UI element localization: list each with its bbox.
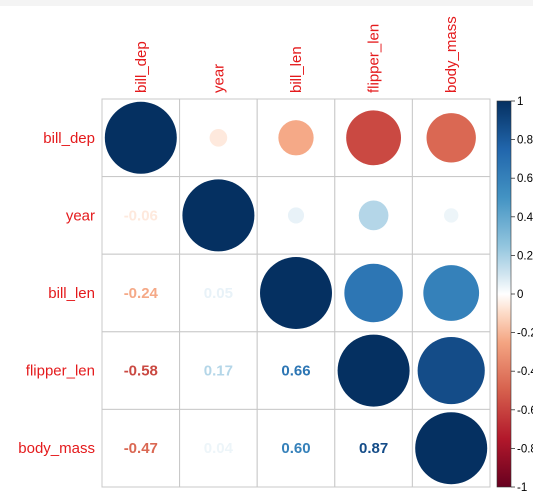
row-label-year: year: [66, 207, 95, 224]
colorbar-tick-label: -0.6: [517, 405, 533, 417]
corr-circle-body_mass-body_mass: [415, 412, 488, 485]
corr-circle-bill_dep-year: [209, 128, 228, 147]
corr-circle-bill_dep-body_mass: [426, 113, 476, 163]
corr-value-bill_len-bill_dep: -0.24: [124, 285, 159, 302]
corr-value-year-bill_dep: -0.06: [124, 207, 158, 224]
corr-circle-bill_dep-flipper_len: [346, 110, 402, 166]
corr-circle-year-bill_len: [287, 207, 305, 224]
colorbar-tick-label: -0.4: [517, 366, 533, 378]
colorbar-gradient: [496, 100, 512, 488]
row-label-flipper_len: flipper_len: [26, 363, 95, 380]
colorbar-tick-label: 0.6: [517, 173, 533, 185]
colorbar-tick-label: -0.8: [517, 443, 533, 455]
corr-circle-bill_dep-bill_len: [278, 120, 314, 156]
colorbar-tick-label: -1: [517, 482, 527, 494]
corr-circle-flipper_len-flipper_len: [337, 334, 410, 407]
corr-value-bill_len-year: 0.05: [204, 285, 233, 302]
colorbar-tick-label: -0.2: [517, 328, 533, 340]
corr-circle-bill_len-bill_len: [260, 257, 332, 329]
colorbar-tick-label: 1: [517, 96, 523, 108]
corr-circle-bill_len-flipper_len: [344, 263, 403, 323]
corr-circle-year-flipper_len: [358, 200, 389, 231]
corr-value-flipper_len-year: 0.17: [204, 363, 233, 380]
column-labels: bill_dep year bill_len flipper_len body_mass: [133, 16, 460, 93]
corr-circle-bill_dep-bill_dep: [104, 101, 177, 174]
colorbar-tick-label: 0.8: [517, 135, 533, 147]
row-label-bill_len: bill_len: [48, 285, 95, 302]
corr-value-body_mass-flipper_len: 0.87: [359, 440, 388, 457]
corr-value-body_mass-bill_dep: -0.47: [124, 440, 158, 457]
column-label-year: year: [210, 64, 227, 93]
corr-circle-year-body_mass: [444, 208, 459, 223]
top-strip: [0, 0, 533, 6]
colorbar-tick-label: 0: [517, 289, 523, 301]
grid-cell: [256, 331, 336, 410]
row-label-body_mass: body_mass: [18, 440, 95, 457]
corr-value-body_mass-bill_len: 0.60: [281, 440, 310, 457]
corr-circle-year-year: [182, 179, 255, 252]
grid-cell: [256, 408, 336, 488]
column-label-flipper_len: flipper_len: [366, 24, 383, 93]
matrix-cells: -0.06 -0.24 0.05 -0.58 0.17 0.66 -0.47 0.04 0.60…: [101, 98, 491, 488]
colorbar-tick-label: 0.2: [517, 250, 533, 262]
corr-value-body_mass-year: 0.04: [204, 440, 234, 457]
column-label-body_mass: body_mass: [443, 16, 460, 93]
grid-cell: [101, 408, 181, 488]
column-label-bill_dep: bill_dep: [133, 41, 150, 93]
color-legend: 1 0.8 0.6 0.4 0.2 0 -0.2 -0.4 -0.6 -0.8 -1: [496, 96, 533, 494]
corr-value-flipper_len-bill_len: 0.66: [281, 363, 310, 380]
grid-cell: [334, 408, 413, 488]
corr-circle-bill_len-body_mass: [423, 265, 480, 321]
corr-circle-flipper_len-body_mass: [417, 337, 485, 405]
colorbar-tick-label: 0.4: [517, 212, 533, 224]
grid-cell: [101, 253, 181, 333]
column-label-bill_len: bill_len: [288, 46, 305, 93]
grid-cell: [179, 331, 258, 410]
grid-cell: [179, 253, 258, 333]
corr-value-flipper_len-bill_dep: -0.58: [124, 363, 158, 380]
row-label-bill_dep: bill_dep: [43, 130, 95, 147]
grid-cell: [101, 331, 181, 410]
